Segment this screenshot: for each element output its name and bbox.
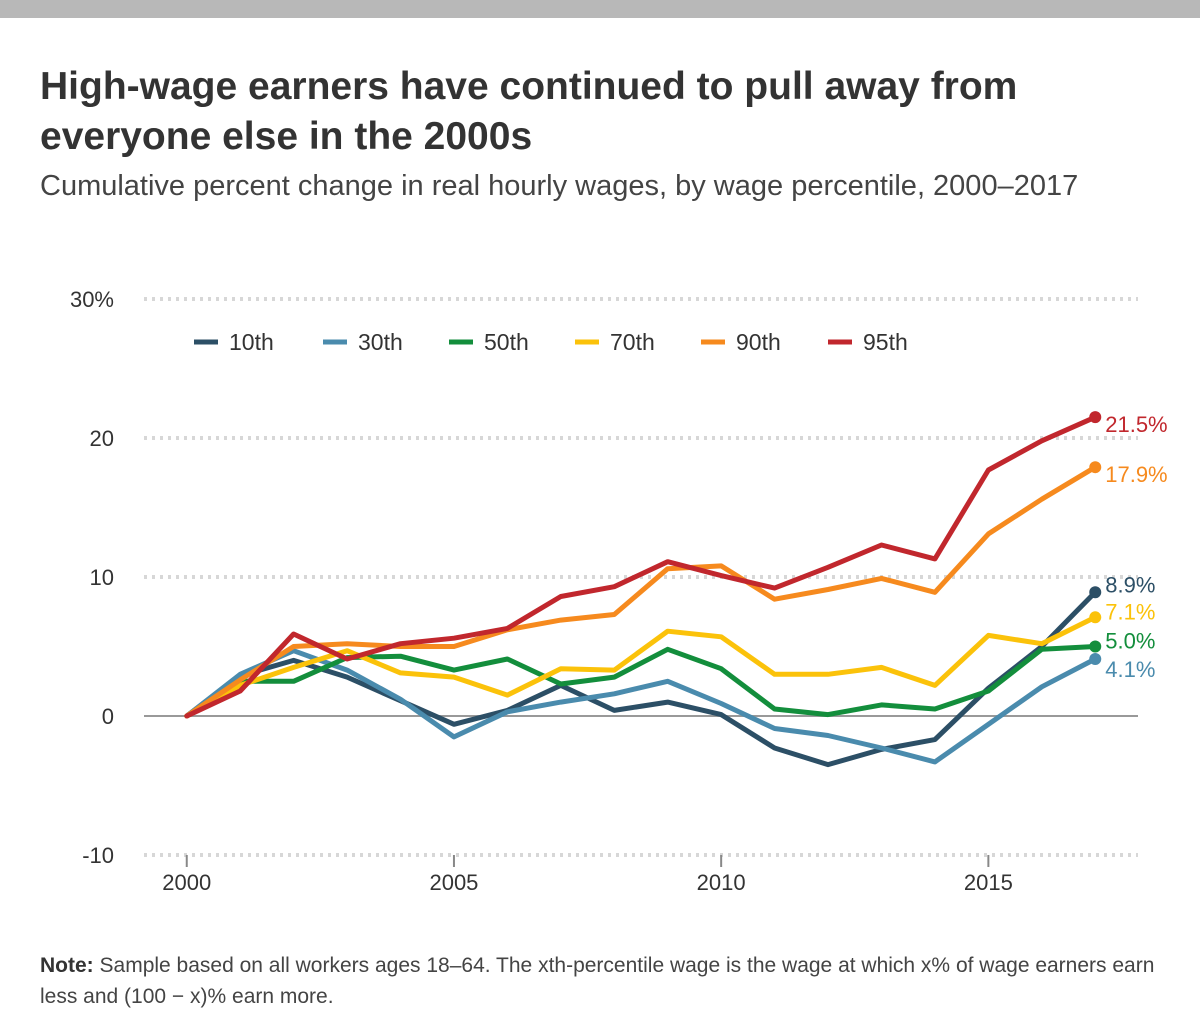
end-value-label-90th: 17.9% <box>1105 462 1167 487</box>
endpoint-dot-90th <box>1089 461 1102 474</box>
y-tick-label: -10 <box>82 843 114 868</box>
end-value-label-70th: 7.1% <box>1105 599 1155 624</box>
end-value-label-95th: 21.5% <box>1105 412 1167 437</box>
legend-label: 90th <box>736 329 781 355</box>
legend-label: 50th <box>484 329 529 355</box>
x-tick-label: 2000 <box>162 870 211 895</box>
legend-label: 70th <box>610 329 655 355</box>
y-tick-label: 20 <box>90 426 114 451</box>
endpoint-dot-50th <box>1089 640 1102 653</box>
series-line-30th <box>184 648 1098 765</box>
gridlines <box>144 297 1138 857</box>
series-line-50th <box>184 644 1098 719</box>
end-value-label-10th: 8.9% <box>1105 572 1155 597</box>
note-text: Sample based on all workers ages 18–64. … <box>40 954 1155 1008</box>
legend-item-50th: 50th <box>449 329 529 355</box>
series-line-95th <box>184 414 1098 719</box>
y-tick-label: 0 <box>102 704 114 729</box>
y-axis-labels: -10 0 10 20 30% <box>70 287 114 868</box>
x-tick-label: 2015 <box>964 870 1013 895</box>
series-endpoints: 8.9% 4.1% 5.0% 7.1% 17.9% 21.5% <box>1089 411 1168 682</box>
y-tick-label: 30% <box>70 287 114 312</box>
legend-label: 10th <box>229 329 274 355</box>
endpoint-dot-30th <box>1089 653 1102 666</box>
legend-label: 95th <box>863 329 908 355</box>
legend-item-30th: 30th <box>323 329 403 355</box>
chart-subtitle: Cumulative percent change in real hourly… <box>40 170 1079 202</box>
x-tick-label: 2005 <box>429 870 478 895</box>
legend-item-10th: 10th <box>194 329 274 355</box>
endpoint-dot-95th <box>1089 411 1102 424</box>
chart-title: High-wage earners have continued to pull… <box>40 65 1018 158</box>
top-bar <box>0 0 1200 18</box>
legend-label: 30th <box>358 329 403 355</box>
legend-item-90th: 90th <box>701 329 781 355</box>
legend: 10th 30th 50th 70th 90th 95th <box>194 329 908 355</box>
series-line-10th <box>184 589 1098 768</box>
y-tick-label: 10 <box>90 565 114 590</box>
legend-item-95th: 95th <box>828 329 908 355</box>
x-tick-label: 2010 <box>697 870 746 895</box>
end-value-label-30th: 4.1% <box>1105 657 1155 682</box>
end-value-label-50th: 5.0% <box>1105 629 1155 654</box>
legend-item-70th: 70th <box>575 329 655 355</box>
note: Note: Sample based on all workers ages 1… <box>40 950 1160 1012</box>
note-label: Note: <box>40 954 94 977</box>
line-chart: -10 0 10 20 30% 2000 2005 2010 2015 8.9% 4.1% 5.0… <box>70 287 1168 895</box>
series-lines <box>184 414 1098 768</box>
endpoint-dot-10th <box>1089 586 1102 599</box>
endpoint-dot-70th <box>1089 611 1102 624</box>
x-axis: 2000 2005 2010 2015 <box>162 855 1013 895</box>
series-line-90th <box>184 464 1098 719</box>
